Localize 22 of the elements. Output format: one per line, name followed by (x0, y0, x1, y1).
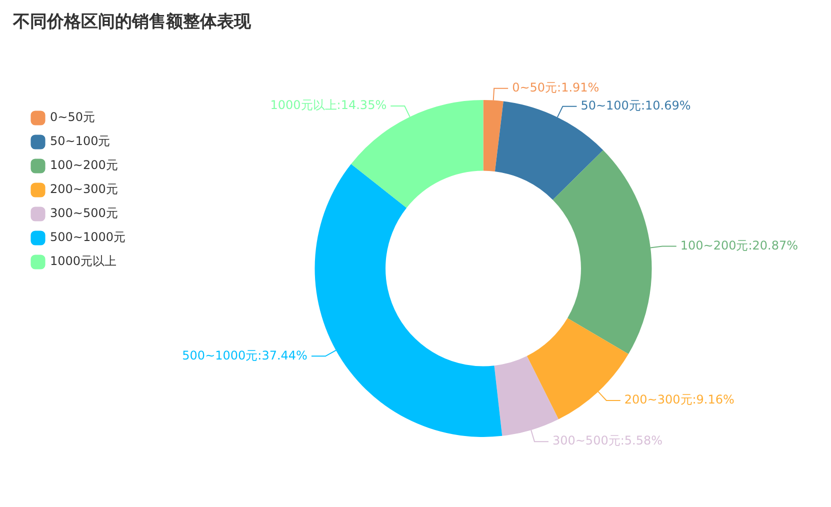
slice-label: 500~1000元 (182, 348, 258, 362)
data-label: :1.91% (557, 80, 600, 94)
data-label: :37.44% (258, 348, 308, 362)
legend-label: 1000元以上 (50, 254, 117, 268)
legend-label: 500~1000元 (50, 230, 126, 244)
data-label: :10.69% (640, 98, 691, 113)
legend-label: 50~100元 (50, 134, 110, 148)
legend-label: 200~300元 (50, 182, 118, 196)
slice-label: 300~500元 (552, 434, 620, 448)
data-label: :14.35% (336, 98, 387, 112)
slice-label: 100~200元 (680, 238, 748, 252)
legend-label: 0~50元 (50, 110, 95, 124)
data-label: :5.58% (620, 434, 663, 448)
chart-title: 不同价格区间的销售额整体表现 (12, 11, 252, 34)
data-label: :20.87% (748, 238, 798, 252)
slice-label: 0~50元 (512, 80, 558, 94)
legend-label: 300~500元 (50, 206, 118, 220)
slice-label: 1000元以上 (270, 98, 337, 112)
data-label: :9.16% (692, 392, 734, 407)
legend-label: 100~200元 (50, 158, 118, 172)
slice-label: 200~300元 (624, 392, 692, 407)
slice-label: 50~100元 (580, 98, 641, 113)
